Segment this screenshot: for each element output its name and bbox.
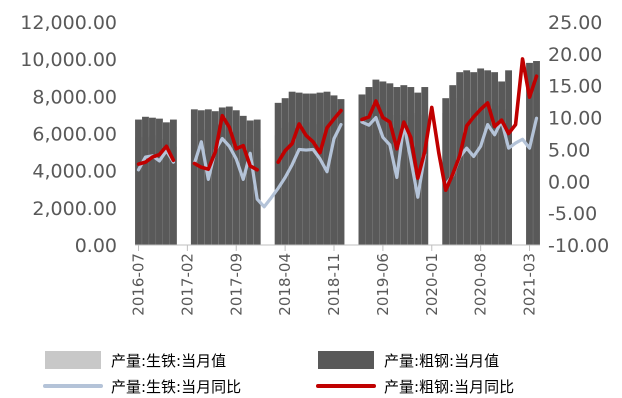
bar-crude-steel-monthly [421,87,429,245]
bar-crude-steel-monthly [232,110,240,246]
bar-crude-steel-monthly [330,95,338,246]
bar-crude-steel-monthly [246,120,254,245]
y-left-tick-label: 6,000.00 [32,124,117,146]
bar-crude-steel-monthly [400,85,408,246]
y-left-tick-label: 10,000.00 [20,49,117,71]
bar-crude-steel-monthly [281,98,289,245]
x-tick-label: 2018-11 [325,253,343,316]
y-right-tick-label: -10.00 [548,235,609,257]
line-crude-steel-yoy [136,57,539,193]
bar-crude-steel-monthly [302,93,310,245]
y-right-tick-label: -5.00 [548,203,597,225]
bar-crude-steel-monthly [484,70,492,245]
bar-crude-steel-monthly [169,119,177,245]
bar-crude-steel-monthly [156,118,163,245]
bar-crude-steel-monthly [309,93,317,245]
bar-crude-steel-monthly [197,110,205,246]
bar-crude-steel-monthly [491,72,499,245]
bar-crude-steel-monthly [386,83,394,245]
legend-label: 产量:粗钢:当月值 [384,352,499,370]
bar-crude-steel-monthly [253,119,261,245]
x-tick-label: 2017-09 [227,253,245,316]
bar-crude-steel-monthly [149,117,156,245]
bar-crude-steel-monthly [505,70,512,245]
bar-crude-steel-monthly [211,111,219,245]
x-tick-label: 2019-06 [374,253,392,316]
y-left-tick-label: 4,000.00 [32,161,117,183]
y-right-tick-label: 10.00 [548,108,602,130]
x-tick-label: 2021-03 [521,253,539,316]
x-tick-label: 2018-04 [276,253,294,316]
y-right-tick-label: 0.00 [548,171,590,193]
x-tick-label: 2020-08 [472,253,490,316]
bar-crude-steel-monthly [358,94,366,245]
line-pig-iron-yoy [136,115,539,209]
bar-crude-steel-monthly [498,81,506,245]
bar-crude-steel-monthly [163,122,170,245]
bar-crude-steel-monthly [463,70,471,245]
legend-label: 产量:粗钢:当月同比 [384,378,514,396]
bar-crude-steel-monthly [288,91,296,245]
bar-crude-steel-monthly [442,98,450,245]
bar-crude-steel-monthly [365,87,373,245]
x-tick-label: 2020-01 [423,253,441,316]
bar-crude-steel-monthly [533,61,540,245]
bar-crude-steel-monthly [225,106,233,245]
bar-crude-steel-monthly [190,109,198,245]
bar-crude-steel-monthly [379,81,387,245]
bar-crude-steel-monthly [337,99,345,246]
x-tick-label: 2017-02 [178,253,196,316]
y-left-tick-label: 8,000.00 [32,86,117,108]
legend-label: 产量:生铁:当月值 [111,352,226,370]
bar-crude-steel-monthly [135,119,142,245]
bar-crude-steel-monthly [526,62,533,245]
bar-crude-steel-monthly [274,102,282,245]
bar-crude-steel-monthly [218,107,226,245]
x-tick-label: 2016-07 [129,253,147,316]
y-right-tick-label: 15.00 [548,76,602,98]
bar-crude-steel-monthly [316,92,324,246]
bar-crude-steel-monthly [470,72,478,245]
legend-label: 产量:生铁:当月同比 [111,378,241,396]
bar-crude-steel-monthly [142,116,149,245]
y-left-tick-label: 0.00 [75,235,117,257]
y-right-tick-label: 20.00 [548,44,602,66]
y-right-tick-label: 25.00 [548,12,602,34]
y-left-tick-label: 2,000.00 [32,198,117,220]
legend-swatch-bar [45,351,101,369]
bar-crude-steel-monthly [295,92,303,246]
y-right-tick-label: 5.00 [548,139,590,161]
bar-crude-steel-monthly [372,79,380,245]
bar-crude-steel-monthly [477,68,485,246]
bar-crude-steel-monthly [449,85,457,246]
legend-swatch-bar [318,351,374,369]
y-left-tick-label: 12,000.00 [20,12,117,34]
